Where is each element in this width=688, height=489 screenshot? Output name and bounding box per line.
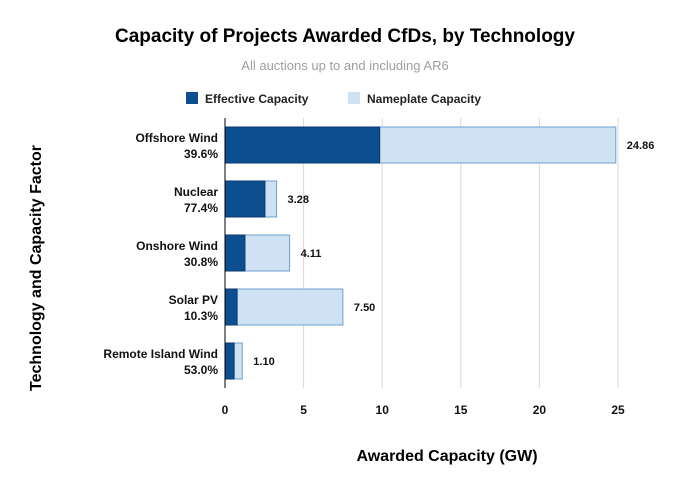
data-label-remote-island-wind: 1.10 [253, 356, 274, 368]
x-axis-title: Awarded Capacity (GW) [356, 448, 537, 465]
bars: 24.86 3.28 4.11 7.50 1.10 [224, 126, 655, 380]
data-label-offshore-wind: 24.86 [627, 140, 655, 152]
legend-label-nameplate: Nameplate Capacity [367, 92, 481, 106]
legend-swatch-effective [186, 92, 198, 104]
x-tick-label-0: 0 [222, 403, 229, 417]
category-factor-onshore-wind: 30.8% [184, 255, 218, 269]
legend-swatch-nameplate [348, 92, 360, 104]
bar-effective-remote-island-wind [224, 342, 235, 380]
x-tick-label-20: 20 [533, 403, 547, 417]
legend: Effective Capacity Nameplate Capacity [186, 92, 481, 106]
bar-effective-onshore-wind [224, 234, 246, 272]
category-name-onshore-wind: Onshore Wind [136, 239, 218, 253]
category-factor-offshore-wind: 39.6% [184, 147, 218, 161]
chart-title: Capacity of Projects Awarded CfDs, by Te… [115, 26, 575, 47]
x-tick-label-10: 10 [376, 403, 390, 417]
x-tick-label-5: 5 [300, 403, 307, 417]
chart-subtitle: All auctions up to and including AR6 [241, 58, 448, 73]
data-label-onshore-wind: 4.11 [301, 248, 322, 260]
bar-nameplate-solar-pv [224, 288, 344, 326]
data-label-solar-pv: 7.50 [354, 302, 375, 314]
bar-effective-offshore-wind [224, 126, 381, 164]
bar-effective-solar-pv [224, 288, 238, 326]
x-tick-label-15: 15 [454, 403, 468, 417]
y-axis-title: Technology and Capacity Factor [28, 145, 45, 391]
category-name-remote-island-wind: Remote Island Wind [103, 347, 218, 361]
category-factor-solar-pv: 10.3% [184, 309, 218, 323]
data-label-nuclear: 3.28 [288, 194, 309, 206]
category-name-offshore-wind: Offshore Wind [135, 131, 218, 145]
category-name-solar-pv: Solar PV [169, 293, 218, 307]
x-tick-label-25: 25 [611, 403, 625, 417]
x-axis-ticks: 0 5 10 15 20 25 [222, 403, 625, 417]
category-name-nuclear: Nuclear [174, 185, 218, 199]
bar-effective-nuclear [224, 180, 266, 218]
category-factor-nuclear: 77.4% [184, 201, 218, 215]
category-labels: Offshore Wind 39.6% Nuclear 77.4% Onshore Wi… [103, 131, 218, 377]
legend-label-effective: Effective Capacity [205, 92, 309, 106]
category-factor-remote-island-wind: 53.0% [184, 363, 218, 377]
